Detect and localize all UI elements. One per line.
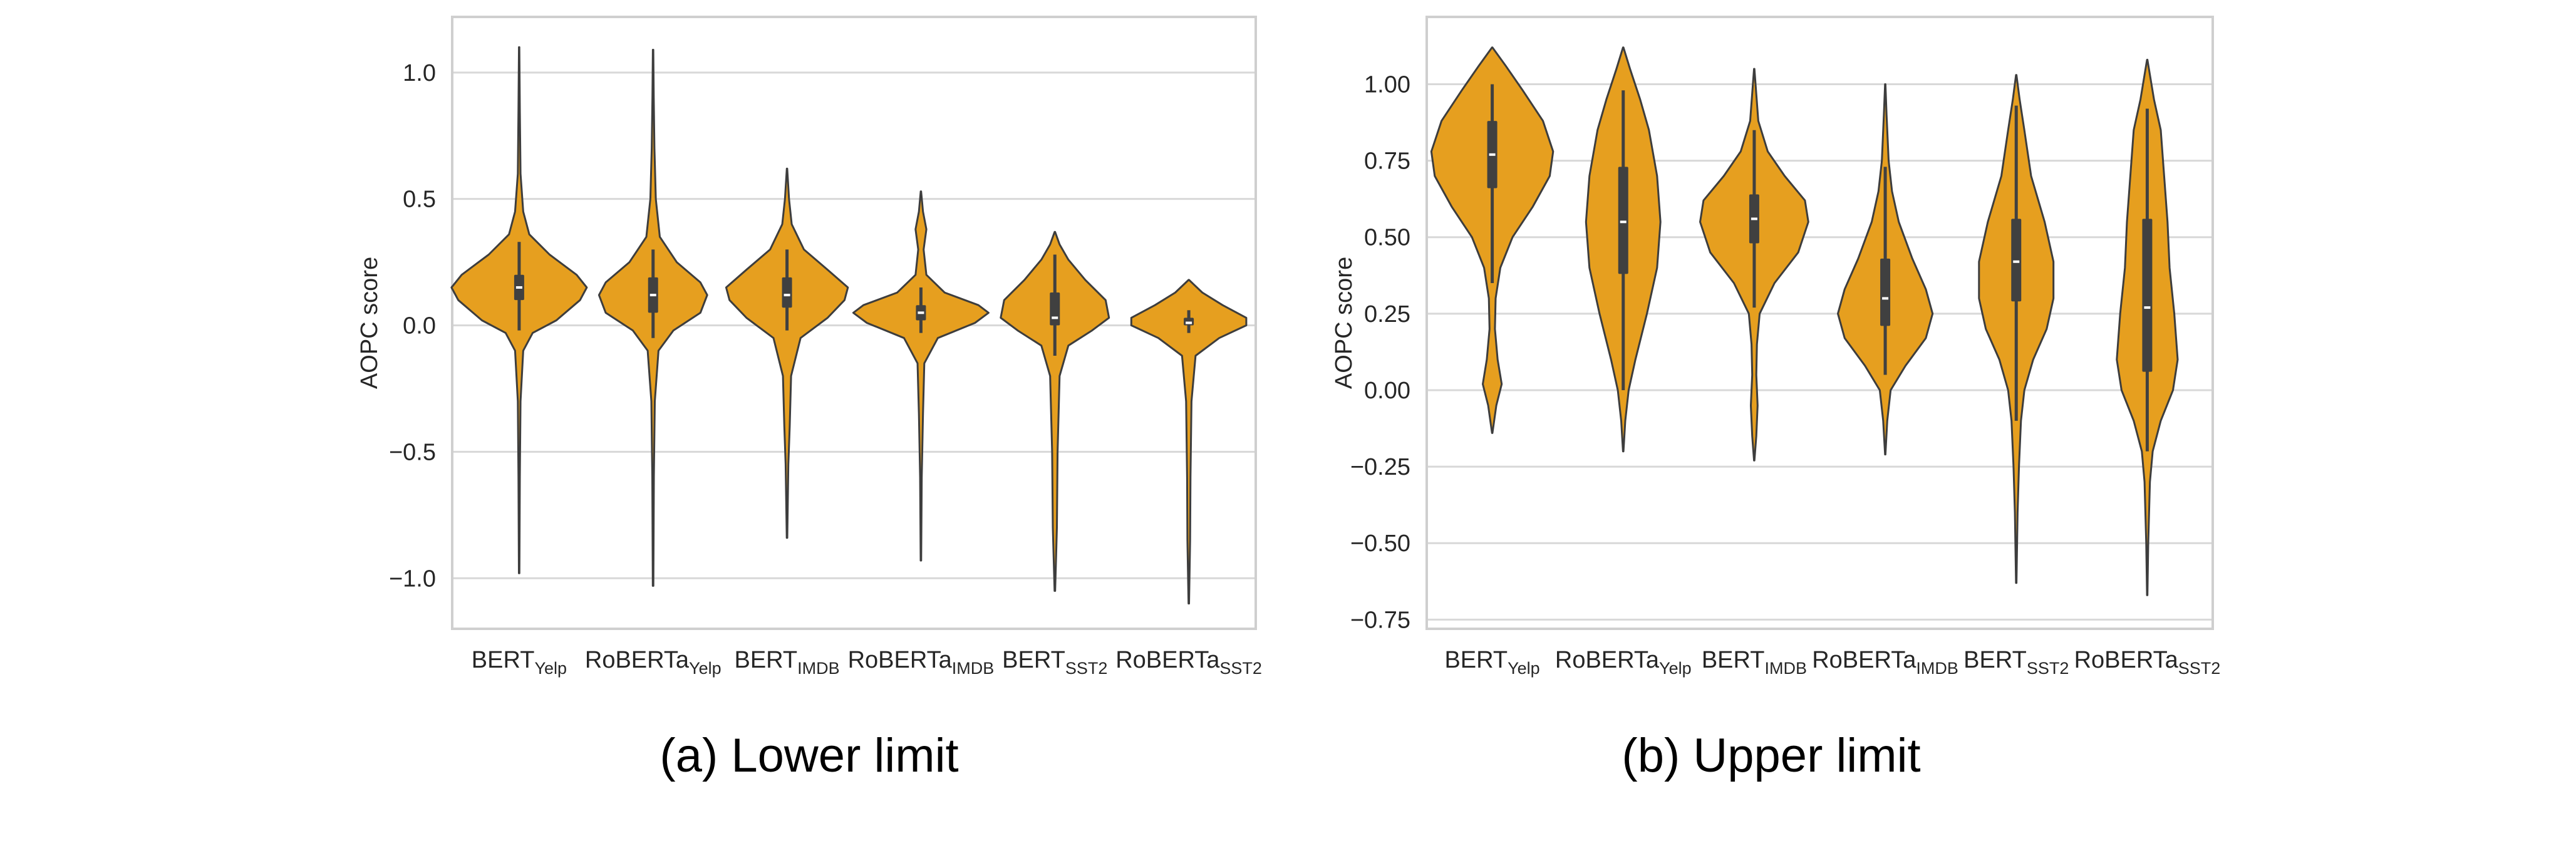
y-tick-label: 0.25	[1364, 301, 1410, 328]
violin-0	[1430, 46, 1554, 434]
x-tick-subscript: IMDB	[1765, 659, 1808, 678]
y-tick-label: 0.0	[403, 313, 436, 339]
y-tick-label: −0.75	[1350, 607, 1410, 633]
violin-0	[450, 46, 588, 574]
y-tick-label: 1.0	[403, 60, 436, 86]
plot-frame	[1425, 16, 2214, 630]
y-tick-label: 0.5	[403, 187, 436, 213]
y-tick-label: 0.50	[1364, 225, 1410, 251]
x-tick-base: RoBERTa	[2074, 647, 2179, 673]
x-tick-subscript: SST2	[2178, 659, 2221, 678]
x-tick-label: RoBERTaSST2	[2074, 647, 2221, 678]
x-tick-label: BERTYelp	[1444, 647, 1539, 678]
y-tick-label: 1.00	[1364, 71, 1410, 98]
x-tick-subscript: Yelp	[689, 659, 722, 678]
x-tick-base: BERT	[472, 647, 535, 673]
x-tick-label: RoBERTaIMDB	[1812, 647, 1958, 678]
x-tick-base: RoBERTa	[585, 647, 690, 673]
violin-3	[852, 190, 990, 562]
violin-iqr-box	[1184, 318, 1194, 326]
violin-body	[852, 190, 990, 562]
x-tick-base: BERT	[1002, 647, 1065, 673]
plot-frame	[451, 16, 1257, 630]
violin-iqr-box	[2142, 219, 2153, 372]
x-tick-base: BERT	[1702, 647, 1765, 673]
caption-upper-limit: (b) Upper limit	[1622, 729, 1920, 782]
x-tick-label: BERTIMDB	[1702, 647, 1807, 678]
violin-4	[1000, 230, 1110, 592]
x-tick-subscript: Yelp	[534, 659, 567, 678]
x-tick-subscript: SST2	[2027, 659, 2069, 678]
violin-iqr-box	[1050, 292, 1060, 326]
violin-iqr-box	[782, 277, 792, 308]
x-tick-base: BERT	[1963, 647, 2027, 673]
y-tick-label: −0.25	[1350, 454, 1410, 480]
chart-lower-limit: (a) Lower limit 1.0 0.5 0.0 −0.5 −1.0 AOPC sc…	[356, 16, 1262, 782]
y-tick-label: 0.00	[1364, 378, 1410, 404]
x-tick-base: RoBERTa	[1555, 647, 1660, 673]
violin-1	[597, 49, 708, 587]
x-tick-base: RoBERTa	[1812, 647, 1916, 673]
x-tick-subscript: IMDB	[952, 659, 995, 678]
chart-upper-limit: (b) Upper limit 1.00 0.75 0.50 0.25 0.00 −0.2…	[1331, 16, 2221, 782]
x-tick-subscript: Yelp	[1508, 659, 1540, 678]
x-tick-label: BERTSST2	[1963, 647, 2069, 678]
violin-iqr-box	[1618, 167, 1628, 274]
x-tick-subscript: Yelp	[1659, 659, 1692, 678]
violin-5	[1130, 279, 1248, 605]
violin-3	[1837, 83, 1934, 456]
y-axis-label: AOPC score	[356, 257, 383, 389]
x-tick-base: BERT	[734, 647, 797, 673]
violin-iqr-box	[1880, 258, 1891, 326]
violin-body	[1000, 230, 1110, 592]
violin-5	[2116, 58, 2179, 596]
violin-iqr-box	[2011, 219, 2022, 302]
y-tick-label: 0.75	[1364, 148, 1410, 175]
violin-body	[725, 167, 849, 539]
x-tick-base: RoBERTa	[1115, 647, 1220, 673]
x-tick-subscript: IMDB	[1916, 659, 1958, 678]
y-axis-label: AOPC score	[1331, 257, 1357, 389]
caption-lower-limit: (a) Lower limit	[660, 729, 958, 782]
y-tick-label: −0.50	[1350, 530, 1410, 557]
x-tick-label: BERTSST2	[1002, 647, 1107, 678]
x-tick-base: RoBERTa	[848, 647, 953, 673]
x-tick-label: BERTYelp	[472, 647, 567, 678]
y-tick-label: −0.5	[389, 439, 436, 465]
violin-4	[1978, 74, 2055, 584]
x-tick-label: BERTIMDB	[734, 647, 839, 678]
x-tick-label: RoBERTaYelp	[585, 647, 722, 678]
violin-2	[725, 167, 849, 539]
x-tick-subscript: SST2	[1065, 659, 1108, 678]
x-tick-base: BERT	[1444, 647, 1508, 673]
x-tick-subscript: IMDB	[797, 659, 840, 678]
violin-body	[1130, 279, 1248, 605]
x-tick-subscript: SST2	[1219, 659, 1262, 678]
y-tick-label: −1.0	[389, 566, 436, 592]
x-tick-label: RoBERTaSST2	[1115, 647, 1262, 678]
violin-1	[1585, 46, 1662, 453]
x-tick-label: RoBERTaYelp	[1555, 647, 1692, 678]
violin-2	[1699, 68, 1809, 462]
x-tick-label: RoBERTaIMDB	[848, 647, 995, 678]
